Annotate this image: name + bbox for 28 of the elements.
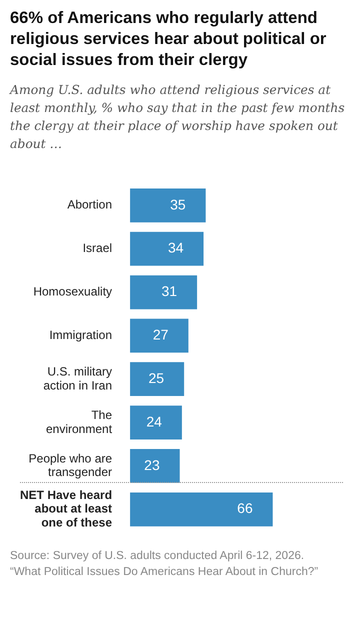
bar <box>130 318 188 353</box>
text: “What Political Issues Do Americans Hear About in Church?” <box>10 565 320 580</box>
y-tick-label: U.S. military action in Iran <box>43 364 112 392</box>
bar <box>130 449 180 483</box>
data-label: 25 <box>148 370 164 386</box>
data-label: 31 <box>161 283 178 300</box>
data-label: 27 <box>152 326 169 343</box>
data-label: 24 <box>146 413 162 430</box>
bar <box>130 362 184 396</box>
bar <box>130 232 204 266</box>
bar <box>130 406 182 440</box>
data-label: 34 <box>168 240 184 256</box>
y-tick-label: Immigration <box>49 328 112 342</box>
bar <box>130 275 198 310</box>
y-tick-label: Israel <box>82 241 112 256</box>
source-note: Source: Survey of U.S. adults conducted April 6-12, 2026. <box>10 549 306 564</box>
data-label: 35 <box>170 196 186 212</box>
chart-subtitle: Among U.S. adults who attend religious services at least monthly, % who say that in the past few months the clergy at their place of worship have spoken out about … <box>10 81 346 153</box>
data-label: 66 <box>237 500 253 516</box>
bar <box>130 492 273 526</box>
bar <box>130 188 206 222</box>
chart-title: 66% of Americans who regularly attend religious services hear about political or social issues from their clergy <box>10 8 328 71</box>
data-label: 23 <box>144 456 160 473</box>
y-tick-label: Homosexuality <box>33 284 112 299</box>
y-tick-label: Abortion <box>67 198 112 212</box>
y-tick-label: People who are transgender <box>28 451 112 480</box>
y-tick-label: NET Have heard about at least one of these <box>20 488 112 530</box>
y-tick-label: The environment <box>46 408 113 436</box>
